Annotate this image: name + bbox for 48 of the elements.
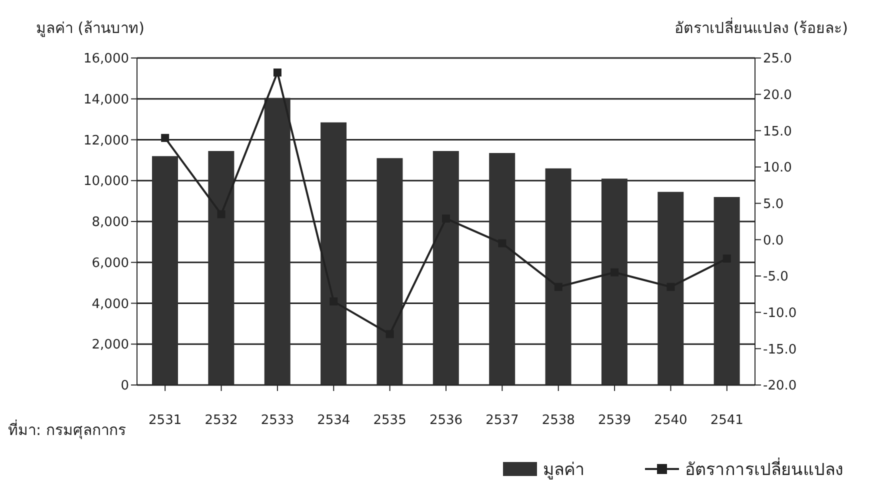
bar [208, 150, 234, 385]
bar [152, 156, 178, 385]
y2-tick-label: 15.0 [763, 124, 792, 140]
y-tick-label: 16,000 [84, 52, 129, 67]
y2-tick-label: 10.0 [763, 160, 792, 176]
bar [376, 158, 403, 385]
y2-tick-label: 20.0 [763, 88, 792, 103]
x-tick-label: 2537 [486, 413, 519, 428]
y-tick-label: 4,000 [92, 296, 129, 312]
x-tick-label: 2540 [654, 413, 688, 428]
point [273, 68, 282, 77]
bar [264, 98, 290, 385]
point [161, 134, 170, 142]
text: ที่มา: กรมศุลกากร [8, 418, 126, 442]
y-tick-label: 6,000 [92, 256, 129, 271]
bar [545, 168, 572, 385]
y-tick-label: 8,000 [92, 215, 129, 230]
y2-tick-label: -5.0 [763, 270, 788, 285]
x-tick-label: 2539 [598, 413, 632, 428]
y-tick-label: 0 [120, 378, 129, 394]
x-tick-label: 2541 [710, 413, 744, 428]
y2-tick-label: 5.0 [763, 196, 784, 212]
x-tick-label: 2534 [317, 413, 350, 428]
legend-label: มูลค่า [543, 459, 585, 482]
bar [714, 196, 740, 385]
x-tick-label: 2536 [429, 413, 463, 428]
bar [489, 153, 516, 385]
x-tick-label: 2531 [148, 413, 182, 428]
y2-tick-label: -20.0 [763, 378, 797, 394]
y-tick-label: 14,000 [84, 92, 129, 108]
bar [432, 150, 459, 385]
bar [601, 178, 628, 385]
x-tick-label: 2535 [373, 413, 406, 428]
x-tick-label: 2532 [204, 413, 238, 428]
x-tick-label: 2533 [260, 413, 294, 428]
legend-label: อัตราการเปลี่ยนแปลง [685, 456, 843, 482]
y2-tick-label: 25.0 [763, 52, 792, 67]
bar [320, 122, 347, 385]
y2-tick-label: -15.0 [763, 342, 797, 358]
y2-tick-label: -10.0 [763, 306, 797, 321]
y2-tick-label: 0.0 [763, 233, 784, 248]
y-tick-label: 10,000 [84, 174, 129, 190]
x-tick-label: 2538 [542, 413, 575, 428]
y-tick-label: 2,000 [92, 338, 129, 353]
y2-axis-title: อัตราเปลี่ยนแปลง (ร้อยละ) [674, 16, 848, 39]
bar [658, 192, 684, 385]
y-axis-title: มูลค่า (ล้านบาท) [36, 18, 144, 39]
y-tick-label: 12,000 [84, 133, 129, 148]
